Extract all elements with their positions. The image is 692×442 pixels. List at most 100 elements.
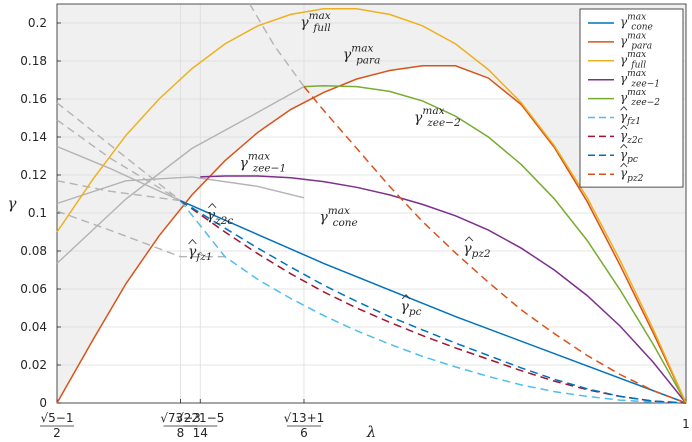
label-sub: para <box>631 42 652 52</box>
annotation-pc: γpc <box>401 299 422 318</box>
label-base: γ <box>240 155 249 171</box>
x-tick-label: √13+16 <box>284 411 325 440</box>
series-layer <box>56 3 687 404</box>
label-sup: max <box>309 10 331 22</box>
label-sub: fz1 <box>626 117 641 127</box>
label-sub: zee−2 <box>630 98 660 108</box>
annotation-full: γmax full <box>300 10 331 34</box>
label-sub: zee−2 <box>426 117 461 129</box>
legend-label-zee2: γmax zee−2 <box>620 88 660 108</box>
label-sup: max <box>627 12 646 22</box>
label-sub: zee−1 <box>252 163 286 175</box>
y-tick-label: 0 <box>39 396 47 410</box>
hat-mark <box>208 202 217 209</box>
feasible-region <box>57 65 686 403</box>
label-sup: max <box>328 205 350 217</box>
reference-curve <box>56 102 181 202</box>
series-line-para <box>56 65 687 404</box>
annotation-cone: γmax cone <box>319 205 357 229</box>
legend-label-para: γmax para <box>620 31 652 51</box>
x-tick-label: √221−514 <box>176 411 224 440</box>
label-sub: cone <box>631 23 653 33</box>
label-sub: zee−1 <box>630 79 660 89</box>
hat-mark <box>620 162 628 168</box>
x-tick-denominator: 6 <box>300 426 308 440</box>
label-base: γ <box>401 299 410 315</box>
series-line-cone <box>180 200 687 404</box>
hat-mark <box>620 106 628 111</box>
label-base: γ <box>463 241 472 257</box>
hat-mark <box>620 143 628 149</box>
y-tick-label: 0.12 <box>20 168 47 182</box>
label-sup: max <box>248 151 270 163</box>
x-tick-numerator: √73−3 <box>160 411 201 425</box>
hat-mark <box>188 239 197 245</box>
reference-curve <box>56 145 181 202</box>
legend-label-cone: γmax cone <box>620 12 653 32</box>
x-tick-label: √5−12 <box>40 411 74 440</box>
label-base: γ <box>620 53 628 67</box>
reference-curve <box>56 119 181 202</box>
label-sub: z2c <box>214 215 233 227</box>
x-tick-numerator: √221−5 <box>176 411 224 425</box>
series-line-pc <box>180 200 687 404</box>
annotation-pz2: γpz2 <box>463 241 491 260</box>
series-line-z2c <box>180 200 687 404</box>
label-base: γ <box>207 208 216 224</box>
label-sup: max <box>627 69 646 79</box>
x-tick-label: 1 <box>682 417 690 431</box>
label-sub: pc <box>409 306 422 318</box>
label-sub: full <box>312 22 330 34</box>
label-sup: max <box>422 105 444 117</box>
y-tick-label: 0.14 <box>20 130 47 144</box>
label-base: γ <box>188 244 197 260</box>
label-base: γ <box>620 34 628 48</box>
y-tick-label: 0.02 <box>20 358 47 372</box>
label-base: γ <box>620 72 628 86</box>
x-tick-numerator: √5−1 <box>41 411 74 425</box>
reference-curve <box>56 210 225 258</box>
label-sub: full <box>630 60 646 70</box>
y-tick-label: 0.16 <box>20 92 47 106</box>
series-line-pz2 <box>303 86 687 404</box>
legend-label-fz1: γfz1 <box>620 110 641 128</box>
series-line-full <box>56 8 687 404</box>
hat-mark <box>401 294 411 300</box>
series-line-fz1 <box>179 200 687 404</box>
x-axis-label: λ <box>366 423 377 441</box>
label-base: γ <box>343 47 352 63</box>
x-tick-value: 1 <box>682 417 690 431</box>
label-sub: pc <box>627 155 638 165</box>
label-base: γ <box>620 166 628 180</box>
annotation-z2c: γz2c <box>207 208 234 227</box>
x-tick-denominator: 8 <box>177 426 185 440</box>
label-sub: fz1 <box>195 251 212 263</box>
annotation-fz1: γfz1 <box>188 244 212 263</box>
legend-label-zee1: γmax zee−1 <box>620 69 660 89</box>
reference-curve <box>249 3 305 88</box>
label-base: γ <box>414 110 423 126</box>
y-axis-label: γ <box>8 195 17 213</box>
label-base: γ <box>620 128 628 142</box>
reference-curve <box>56 180 181 202</box>
y-tick-label: 0.18 <box>20 54 47 68</box>
x-tick-denominator: 14 <box>193 426 208 440</box>
reference-curve <box>56 85 305 264</box>
y-tick-label: 0.08 <box>20 244 47 258</box>
annotation-para: γmax para <box>343 42 380 66</box>
y-tick-label: 0.04 <box>20 320 47 334</box>
legend-label-z2c: γz2c <box>620 128 643 146</box>
reference-curve <box>56 176 305 205</box>
label-sub: cone <box>333 217 358 229</box>
label-sup: max <box>627 50 646 60</box>
label-sup: max <box>627 88 646 98</box>
label-sub: pz2 <box>472 248 491 260</box>
legend-label-full: γmax full <box>620 50 646 70</box>
y-tick-label: 0.2 <box>28 16 47 30</box>
label-base: γ <box>620 91 628 105</box>
legend-label-pc: γpc <box>620 147 638 165</box>
x-tick-numerator: √13+1 <box>284 411 325 425</box>
label-sup: max <box>627 31 646 41</box>
